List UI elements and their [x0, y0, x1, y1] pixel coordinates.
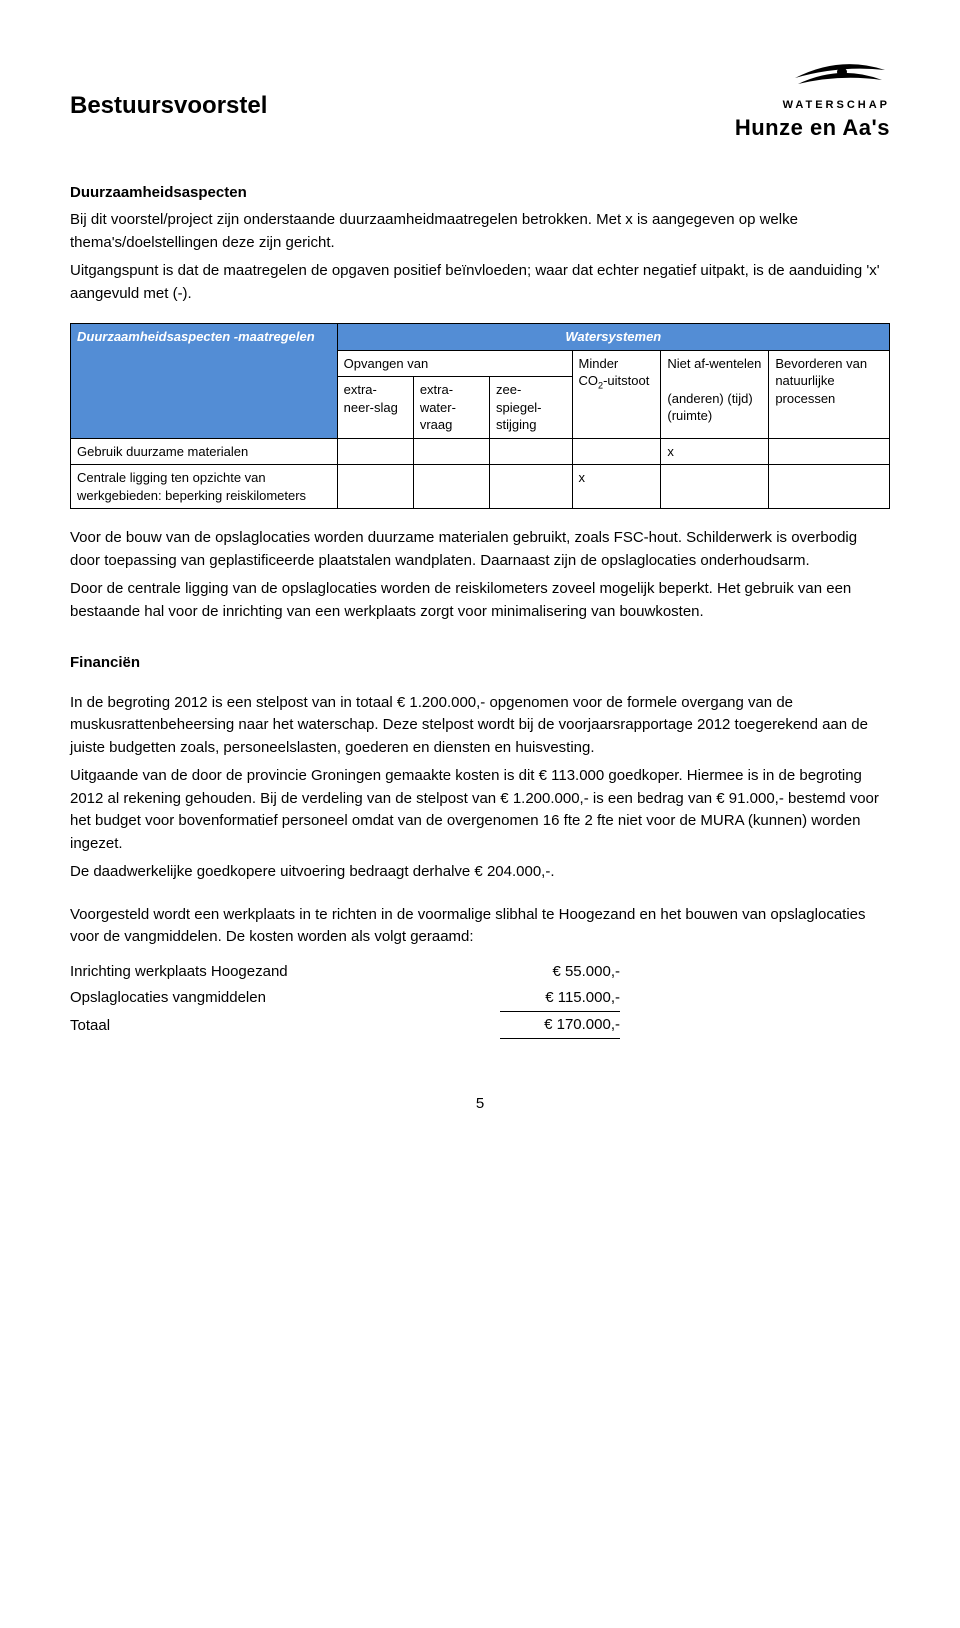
table-row: Centrale ligging ten opzichte van werkge…	[71, 465, 890, 509]
section-heading: Financiën	[70, 653, 890, 673]
logo-block: WATERSCHAP Hunze en Aa's	[735, 50, 890, 143]
cell	[769, 465, 890, 509]
cell	[413, 438, 489, 465]
text: -uitstoot	[603, 373, 649, 388]
page-header: Bestuursvoorstel WATERSCHAP Hunze en Aa'…	[70, 50, 890, 143]
matrix-col-bevorderen: Bevorderen van natuurlijke processen	[769, 350, 890, 438]
paragraph: Bij dit voorstel/project zijn onderstaan…	[70, 209, 890, 254]
text: (anderen) (tijd) (ruimte)	[667, 391, 752, 424]
paragraph: Voor de bouw van de opslaglocaties worde…	[70, 527, 890, 572]
cell-mark: x	[661, 438, 769, 465]
cost-label: Totaal	[70, 1012, 500, 1039]
row-label: Centrale ligging ten opzichte van werkge…	[71, 465, 338, 509]
matrix-col-co2: Minder CO2-uitstoot	[572, 350, 661, 438]
paragraph: Uitgaande van de door de provincie Groni…	[70, 765, 890, 855]
paragraph: In de begroting 2012 is een stelpost van…	[70, 692, 890, 760]
logo-swoosh-icon	[790, 50, 890, 90]
matrix-header-left: Duurzaamheidsaspecten -maatregelen	[71, 324, 338, 439]
matrix-subcol: extra-neer-slag	[337, 377, 413, 439]
table-row: Gebruik duurzame materialen x	[71, 438, 890, 465]
matrix-col-afwentelen: Niet af-wentelen (anderen) (tijd) (ruimt…	[661, 350, 769, 438]
text: Minder	[579, 356, 619, 371]
section-heading: Duurzaamheidsaspecten	[70, 183, 890, 203]
page-number: 5	[70, 1094, 890, 1114]
cost-label: Inrichting werkplaats Hoogezand	[70, 959, 500, 985]
cell	[337, 438, 413, 465]
matrix-subcol: zee-spiegel-stijging	[489, 377, 572, 439]
text: Niet af-wentelen	[667, 356, 761, 371]
cell-mark: x	[572, 465, 661, 509]
cell	[769, 438, 890, 465]
cell	[337, 465, 413, 509]
paragraph: Voorgesteld wordt een werkplaats in te r…	[70, 904, 890, 949]
paragraph: Uitgangspunt is dat de maatregelen de op…	[70, 260, 890, 305]
cell	[661, 465, 769, 509]
logo-subtitle: WATERSCHAP	[735, 98, 890, 113]
cost-value: € 55.000,-	[500, 959, 620, 985]
table-row: Opslaglocaties vangmiddelen € 115.000,-	[70, 985, 620, 1012]
costs-table: Inrichting werkplaats Hoogezand € 55.000…	[70, 959, 620, 1040]
cell	[489, 438, 572, 465]
cost-label: Opslaglocaties vangmiddelen	[70, 985, 500, 1012]
cell	[489, 465, 572, 509]
table-row: Totaal € 170.000,-	[70, 1012, 620, 1039]
cost-value: € 170.000,-	[500, 1012, 620, 1039]
table-row: Inrichting werkplaats Hoogezand € 55.000…	[70, 959, 620, 985]
cell	[572, 438, 661, 465]
paragraph: Door de centrale ligging van de opslaglo…	[70, 578, 890, 623]
text: CO	[579, 373, 599, 388]
matrix-header-right: Watersystemen	[337, 324, 889, 351]
cost-value: € 115.000,-	[500, 985, 620, 1012]
logo-title: Hunze en Aa's	[735, 113, 890, 143]
paragraph: De daadwerkelijke goedkopere uitvoering …	[70, 861, 890, 884]
matrix-col-group: Opvangen van	[337, 350, 572, 377]
matrix-subcol: extra-water-vraag	[413, 377, 489, 439]
section-duurzaamheid: Duurzaamheidsaspecten Bij dit voorstel/p…	[70, 183, 890, 305]
para-after-table: Voor de bouw van de opslaglocaties worde…	[70, 527, 890, 623]
duurzaamheid-matrix-table: Duurzaamheidsaspecten -maatregelen Water…	[70, 323, 890, 509]
section-financien: Financiën In de begroting 2012 is een st…	[70, 653, 890, 948]
row-label: Gebruik duurzame materialen	[71, 438, 338, 465]
cell	[413, 465, 489, 509]
document-title: Bestuursvoorstel	[70, 90, 267, 122]
